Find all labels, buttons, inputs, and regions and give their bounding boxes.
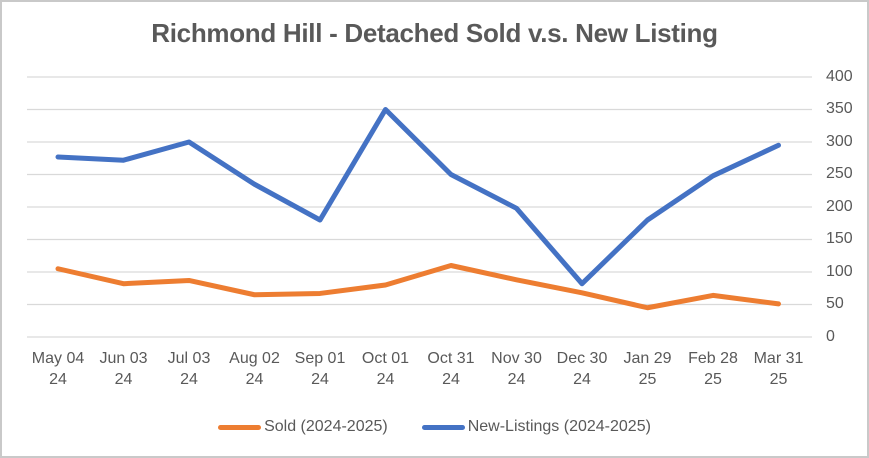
chart-title: Richmond Hill - Detached Sold v.s. New L… [151,18,718,48]
legend-label-sold: Sold (2024-2025) [264,418,388,435]
legend-label-new-listings: New-Listings (2024-2025) [467,418,651,435]
x-axis-tick-label: Jul 03 24 [167,350,211,388]
y-axis-tick-label: 350 [826,100,853,117]
x-axis-tick-label: Dec 30 24 [556,350,608,388]
x-axis-tick-label: Feb 28 25 [688,350,738,388]
legend: Sold (2024-2025) New-Listings (2024-2025… [2,418,867,436]
x-axis-tick-label: Jan 29 25 [623,350,672,388]
x-axis-tick-label: Oct 01 24 [361,350,410,388]
y-axis-tick-label: 300 [826,132,853,150]
y-axis-tick-label: 200 [826,197,853,215]
x-axis-tick-label: Jun 03 24 [99,350,148,388]
series-line-sold-2024-2025 [55,263,781,311]
x-axis-tick-label: May 04 24 [31,350,85,388]
x-axis-tick-label: Aug 02 24 [229,350,280,388]
x-axis-tick-label: Oct 31 24 [427,350,475,388]
x-axis-tick-label: Mar 31 25 [753,350,804,388]
legend-item-new-listings: New-Listings (2024-2025) [421,418,651,436]
y-axis-tick-label: 50 [826,295,844,312]
y-axis-tick-label: 400 [826,67,853,85]
series-lines [55,107,781,311]
legend-swatch-new-listings [421,424,465,430]
y-axis-tick-label: 100 [826,262,853,280]
series-line-new-listings-2024-2025 [55,107,781,287]
y-axis-tick-label: 150 [826,230,853,247]
legend-swatch-sold [218,424,262,430]
y-axis-tick-label: 250 [826,165,853,182]
x-axis-tick-label: Nov 30 24 [491,350,542,388]
y-axis-tick-label: 0 [826,327,835,345]
x-axis-tick-label: Sep 01 24 [294,350,346,388]
legend-item-sold: Sold (2024-2025) [218,418,388,436]
